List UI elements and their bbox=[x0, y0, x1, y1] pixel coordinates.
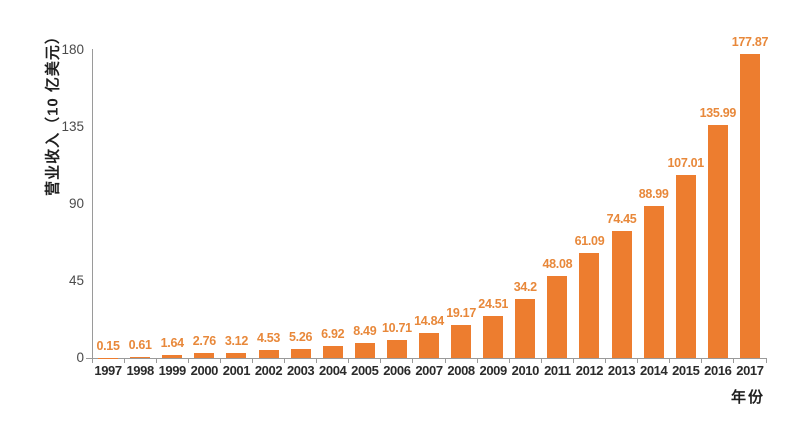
x-axis-tick bbox=[476, 358, 478, 363]
bar-2010 bbox=[515, 299, 536, 358]
x-axis-tick bbox=[669, 358, 671, 363]
bar-value-label: 14.84 bbox=[414, 313, 444, 328]
y-tick-label: 45 bbox=[68, 273, 84, 288]
x-tick-label: 2003 bbox=[286, 363, 315, 378]
bar-value-label: 107.01 bbox=[667, 155, 705, 170]
x-axis-tick bbox=[572, 358, 574, 363]
bar-2013 bbox=[611, 230, 632, 358]
x-tick-label: 2005 bbox=[351, 363, 379, 378]
bar-1998 bbox=[130, 356, 151, 358]
bar-2016 bbox=[707, 125, 728, 358]
bar-value-label: 10.71 bbox=[382, 320, 412, 335]
y-tick-label: 90 bbox=[68, 196, 84, 211]
x-axis-tick bbox=[155, 358, 157, 363]
x-axis-tick bbox=[284, 358, 286, 363]
bar-value-label: 0.61 bbox=[128, 337, 152, 352]
x-tick-label: 2010 bbox=[511, 363, 540, 378]
x-axis-tick bbox=[380, 358, 382, 363]
bar-value-label: 1.64 bbox=[160, 336, 184, 351]
bar-value-label: 2.76 bbox=[192, 334, 216, 349]
bar-2000 bbox=[194, 353, 215, 358]
y-axis-line bbox=[91, 49, 93, 358]
x-axis-tick bbox=[91, 358, 93, 363]
bar-2001 bbox=[226, 352, 247, 358]
y-tick-label: 0 bbox=[76, 350, 84, 365]
x-tick-label: 2007 bbox=[415, 363, 443, 378]
bar-value-label: 0.15 bbox=[96, 338, 120, 353]
bar-value-label: 177.87 bbox=[731, 34, 769, 49]
bar-2003 bbox=[290, 349, 311, 358]
bar-2015 bbox=[675, 174, 696, 358]
x-tick-label: 2015 bbox=[672, 363, 700, 378]
x-tick-label: 2017 bbox=[736, 363, 764, 378]
bar-value-label: 3.12 bbox=[224, 333, 248, 348]
x-tick-label: 1998 bbox=[126, 363, 154, 378]
bar-2017 bbox=[739, 53, 760, 358]
x-tick-label: 2016 bbox=[704, 363, 732, 378]
bar-2012 bbox=[579, 253, 600, 358]
bar-2004 bbox=[322, 346, 343, 358]
x-tick-label: 2011 bbox=[544, 363, 571, 378]
bar-2008 bbox=[451, 325, 472, 358]
bar-2011 bbox=[547, 275, 568, 358]
bar-value-label: 61.09 bbox=[574, 234, 605, 249]
bar-2007 bbox=[419, 332, 439, 358]
x-axis-tick bbox=[444, 358, 446, 363]
y-tick-label: 180 bbox=[61, 42, 84, 57]
bar-value-label: 24.51 bbox=[478, 297, 509, 312]
x-axis-line bbox=[86, 357, 767, 359]
bar-2002 bbox=[258, 350, 279, 358]
plot-area: 0.15 1997 0.61 1998 1.64 1999 2.76 2000 3.12 2001… bbox=[91, 35, 768, 378]
x-tick-label: 1999 bbox=[158, 363, 187, 378]
bar-2009 bbox=[483, 316, 504, 358]
bar-value-label: 8.49 bbox=[353, 324, 377, 339]
bar-value-label: 19.17 bbox=[446, 306, 476, 321]
x-axis-tick bbox=[348, 358, 350, 363]
x-tick-label: 2004 bbox=[319, 363, 347, 378]
x-axis-tick bbox=[251, 358, 253, 363]
x-axis-tick bbox=[765, 358, 767, 363]
x-axis-tick bbox=[187, 358, 189, 363]
x-axis-tick bbox=[412, 358, 414, 363]
x-tick-label: 1997 bbox=[94, 363, 122, 378]
x-tick-label: 2001 bbox=[222, 363, 251, 378]
x-axis-tick bbox=[701, 358, 703, 363]
x-tick-label: 2013 bbox=[607, 363, 636, 378]
x-tick-label: 2002 bbox=[254, 363, 283, 378]
bar-1999 bbox=[162, 355, 183, 358]
x-axis-tick bbox=[123, 358, 125, 363]
bar-2005 bbox=[354, 343, 375, 358]
bar-2014 bbox=[643, 205, 664, 358]
bar-2006 bbox=[386, 339, 407, 358]
x-axis-tick bbox=[219, 358, 221, 363]
x-axis-tick bbox=[637, 358, 639, 363]
bar-value-label: 6.92 bbox=[321, 327, 345, 342]
bar-value-label: 135.99 bbox=[699, 106, 737, 121]
x-axis-tick bbox=[605, 358, 607, 363]
bar-value-label: 34.2 bbox=[513, 280, 537, 295]
bar-value-label: 5.26 bbox=[289, 330, 313, 344]
x-axis-tick bbox=[508, 358, 510, 363]
x-tick-label: 2012 bbox=[575, 363, 604, 378]
x-tick-label: 2009 bbox=[479, 363, 508, 378]
x-axis-title: 年份 bbox=[730, 389, 765, 406]
x-axis-tick bbox=[733, 358, 735, 363]
bar-value-label: 4.53 bbox=[256, 331, 281, 346]
x-axis-tick bbox=[316, 358, 318, 363]
x-tick-label: 2008 bbox=[447, 363, 475, 378]
bar-value-label: 74.45 bbox=[606, 211, 637, 226]
x-tick-label: 2000 bbox=[190, 363, 219, 378]
bar-value-label: 88.99 bbox=[638, 186, 669, 201]
x-axis-tick bbox=[540, 358, 542, 363]
x-tick-label: 2006 bbox=[383, 363, 411, 378]
x-tick-label: 2014 bbox=[639, 363, 668, 378]
bar-value-label: 48.08 bbox=[542, 256, 573, 271]
y-tick-label: 135 bbox=[61, 119, 84, 134]
